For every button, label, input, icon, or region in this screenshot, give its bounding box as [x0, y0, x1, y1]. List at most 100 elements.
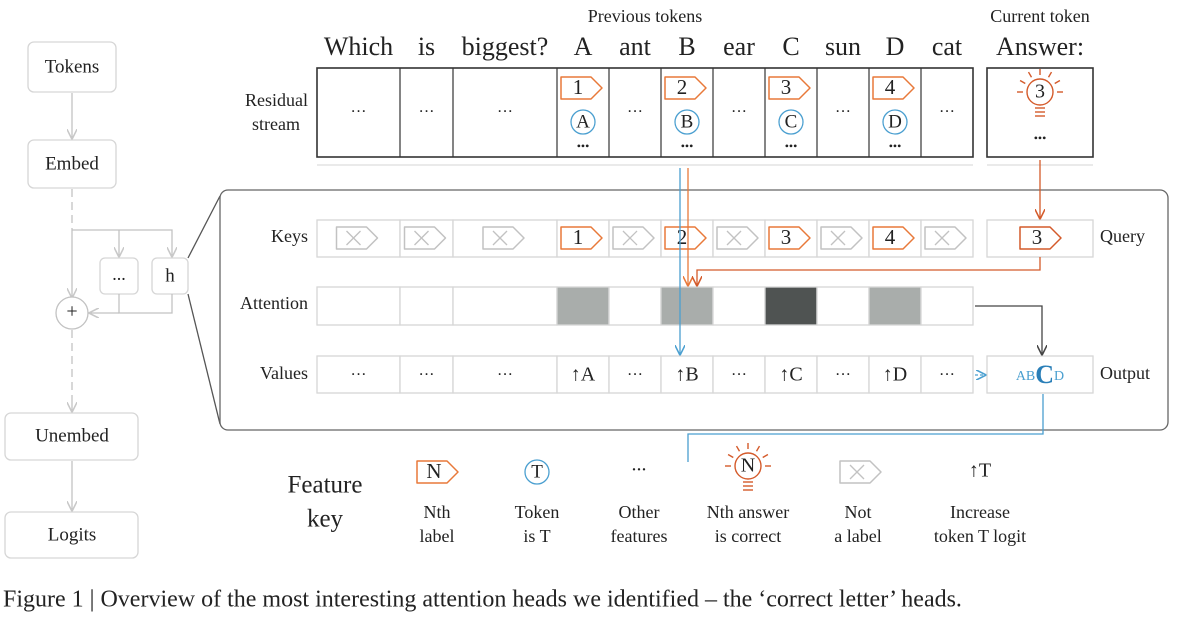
token: D [886, 32, 905, 61]
caption: Figure 1 | Overview of the most interest… [3, 587, 962, 613]
key-label-shape [768, 226, 811, 250]
tokens-box [27, 41, 117, 93]
embed: Embed [45, 153, 99, 174]
query-label: 3 [1032, 225, 1043, 249]
token: ear [723, 32, 755, 61]
cross [346, 230, 361, 246]
attention-cell [712, 286, 766, 326]
cross [622, 230, 638, 246]
nth-label: 3 [781, 75, 792, 99]
value: ··· [627, 367, 643, 384]
value: ··· [497, 367, 513, 384]
token: A [574, 32, 593, 61]
bulb-ray [735, 445, 741, 452]
branch [72, 229, 172, 256]
token: sun [825, 32, 861, 61]
key-text: a label [834, 526, 881, 546]
cross [934, 230, 950, 246]
key-label-shape [820, 226, 863, 250]
cross [849, 464, 865, 480]
token: biggest? [462, 32, 549, 61]
zoom-line [187, 293, 221, 425]
key-text: Increase [950, 502, 1010, 522]
key-label-shape [872, 226, 915, 250]
key-text: Nth answer [707, 502, 789, 522]
key-text: Nth [424, 502, 451, 522]
nth-label-shape [768, 76, 811, 100]
row-label: Keys [271, 226, 308, 246]
value-cell [608, 355, 662, 394]
merge [118, 294, 173, 314]
value-cell [920, 355, 974, 394]
unembed-box [4, 412, 139, 461]
value: ↑A [571, 364, 596, 386]
output-small: D [1054, 369, 1064, 384]
nth-label: 4 [885, 75, 896, 99]
key-icon: ↑T [969, 460, 991, 482]
value: ↑D [883, 364, 907, 386]
nth-label: 1 [573, 75, 584, 99]
zoom-line [187, 195, 221, 259]
key-label: 4 [885, 225, 896, 249]
output-text: ABCD [1016, 360, 1064, 389]
key-label-shape [664, 226, 707, 250]
row-label: stream [252, 114, 300, 134]
nth-label-shape [664, 76, 707, 100]
attention-cell [764, 286, 818, 326]
key-text: Token [515, 502, 560, 522]
key-label-shape [612, 226, 655, 250]
value-cell [712, 355, 766, 394]
ellipsis: ... [112, 264, 126, 284]
tokens: Tokens [45, 56, 100, 77]
value-cell [868, 355, 922, 394]
value-cell [452, 355, 558, 394]
token: ant [619, 32, 652, 61]
other-features: ••• [577, 139, 590, 153]
key-text: is T [523, 526, 550, 546]
cross [492, 230, 508, 246]
token-circle [524, 459, 550, 485]
output-small: AB [1016, 369, 1035, 384]
bulb-ray [1054, 79, 1061, 85]
token-letter: B [681, 111, 694, 132]
key-icon: N [426, 459, 441, 483]
bulb-ray [762, 453, 769, 459]
row-label: Query [1100, 226, 1145, 246]
attention-cell [316, 286, 401, 326]
feature-key-title: key [307, 506, 344, 533]
output-main: C [1035, 360, 1054, 389]
bulb-ray [1047, 71, 1053, 78]
token: B [678, 32, 695, 61]
value: ··· [939, 367, 955, 384]
token-circle [882, 109, 908, 135]
token-circle [570, 109, 596, 135]
nth-label: 2 [677, 75, 688, 99]
cross [830, 230, 846, 246]
current-token-word: Answer: [996, 32, 1084, 61]
bulb [1026, 78, 1054, 106]
other-features: ••• [1034, 131, 1047, 145]
key-text: features [611, 526, 668, 546]
row-label: Residual [245, 90, 308, 110]
token-letter: D [888, 111, 902, 132]
previous-tokens: Previous tokens [588, 6, 703, 26]
query-flow [697, 257, 1041, 285]
bulb-ray [1027, 71, 1033, 78]
token: is [418, 32, 435, 61]
key-icon-shape [416, 460, 459, 484]
bulb-label: N [741, 455, 755, 477]
residual-dots: ··· [939, 104, 955, 121]
output-flow [687, 394, 1044, 462]
logits-box [4, 511, 139, 559]
bulb-ray [1019, 79, 1026, 85]
feature-key-title: Feature [288, 472, 363, 499]
bulb-ray [755, 445, 761, 452]
bulb [734, 452, 762, 480]
key-label-shape [482, 226, 525, 250]
attention-cell [556, 286, 610, 326]
attention-cell [868, 286, 922, 326]
attention-cell [452, 286, 558, 326]
value: ↑C [779, 364, 802, 386]
